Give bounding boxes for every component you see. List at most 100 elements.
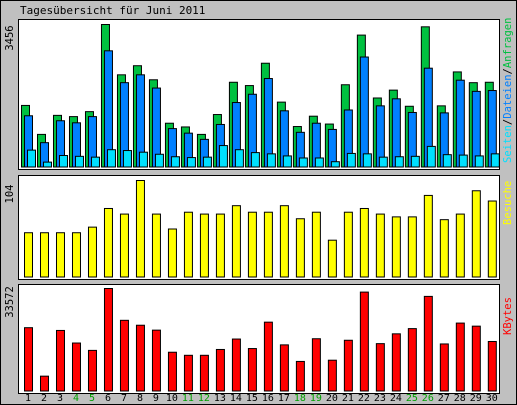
besuche-bar-17 — [279, 205, 289, 278]
legend-besuche: Besuche — [502, 181, 514, 225]
kbytes-bar-14 — [231, 338, 241, 392]
visits-panel — [18, 175, 500, 280]
day-label-8: 8 — [137, 393, 143, 404]
seiten-bar-23 — [378, 156, 388, 168]
besuche-bar-23 — [375, 213, 385, 278]
seiten-bar-21 — [346, 152, 356, 168]
chart-title: Tagesübersicht für Juni 2011 — [20, 4, 206, 17]
day-label-15: 15 — [246, 393, 258, 404]
seiten-bar-15 — [250, 152, 260, 168]
day-label-29: 29 — [470, 393, 482, 404]
besuche-bar-24 — [391, 216, 401, 278]
besuche-bar-13 — [215, 213, 225, 278]
seiten-bar-29 — [474, 155, 484, 168]
day-label-13: 13 — [214, 393, 226, 404]
day-label-2: 2 — [41, 393, 47, 404]
kbytes-bar-8 — [135, 324, 145, 392]
day-label-25: 25 — [406, 393, 418, 404]
dateien-bar-22 — [359, 56, 369, 168]
day-label-14: 14 — [230, 393, 242, 404]
besuche-bar-8 — [135, 180, 145, 278]
day-label-6: 6 — [105, 393, 111, 404]
besuche-bar-18 — [295, 218, 305, 278]
besuche-bar-11 — [183, 211, 193, 278]
seiten-bar-22 — [362, 153, 372, 168]
kbytes-bar-26 — [423, 295, 433, 392]
besuche-bar-15 — [247, 211, 257, 278]
day-label-4: 4 — [73, 393, 79, 404]
besuche-bar-3 — [55, 232, 65, 278]
seiten-bar-5 — [90, 156, 100, 168]
kbytes-bar-19 — [311, 338, 321, 392]
besuche-bar-14 — [231, 205, 241, 278]
day-label-10: 10 — [166, 393, 178, 404]
day-label-5: 5 — [89, 393, 95, 404]
day-label-30: 30 — [486, 393, 498, 404]
besuche-bar-9 — [151, 213, 161, 278]
kbytes-bar-5 — [87, 349, 97, 392]
besuche-bar-12 — [199, 213, 209, 278]
hits-panel — [18, 19, 500, 170]
hits-ymax-label: 3456 — [4, 25, 16, 50]
besuche-bar-10 — [167, 228, 177, 278]
besuche-bar-6 — [103, 207, 113, 278]
legend-sep-2: / — [502, 68, 514, 74]
kbytes-bar-15 — [247, 348, 257, 392]
kbytes-bar-29 — [471, 325, 481, 392]
kbytes-bar-22 — [359, 291, 369, 392]
besuche-bar-29 — [471, 190, 481, 278]
seiten-bar-2 — [42, 161, 52, 168]
kbytes-bar-6 — [103, 288, 113, 392]
seiten-bar-9 — [154, 153, 164, 168]
kbytes-bar-10 — [167, 351, 177, 392]
besuche-bar-25 — [407, 216, 417, 278]
day-label-20: 20 — [326, 393, 338, 404]
day-label-18: 18 — [294, 393, 306, 404]
day-label-22: 22 — [358, 393, 370, 404]
hits-legend: Seiten/Dateien/Anfragen — [502, 18, 514, 163]
day-label-17: 17 — [278, 393, 290, 404]
kbytes-bar-24 — [391, 333, 401, 392]
kbytes-bar-12 — [199, 354, 209, 392]
seiten-bar-12 — [202, 156, 212, 168]
day-label-12: 12 — [198, 393, 210, 404]
kbytes-bar-16 — [263, 321, 273, 392]
seiten-bar-30 — [490, 153, 500, 168]
besuche-bar-30 — [487, 200, 497, 278]
seiten-bar-6 — [106, 149, 116, 168]
day-label-11: 11 — [182, 393, 194, 404]
besuche-bar-26 — [423, 194, 433, 278]
day-label-26: 26 — [422, 393, 434, 404]
seiten-bar-13 — [218, 145, 228, 168]
seiten-bar-14 — [234, 149, 244, 168]
kbytes-bar-21 — [343, 339, 353, 392]
day-label-16: 16 — [262, 393, 274, 404]
besuche-bar-2 — [39, 232, 49, 278]
kbytes-bar-28 — [455, 322, 465, 392]
besuche-bar-4 — [71, 232, 81, 278]
seiten-bar-26 — [426, 145, 436, 168]
day-label-27: 27 — [438, 393, 450, 404]
day-label-21: 21 — [342, 393, 354, 404]
besuche-bar-19 — [311, 211, 321, 278]
kbytes-panel — [18, 284, 500, 394]
seiten-bar-11 — [186, 157, 196, 168]
day-label-23: 23 — [374, 393, 386, 404]
besuche-bar-7 — [119, 213, 129, 278]
kbytes-bar-23 — [375, 343, 385, 392]
day-label-24: 24 — [390, 393, 402, 404]
kbytes-bar-20 — [327, 359, 337, 392]
legend-anfragen: Anfragen — [502, 18, 514, 69]
kbytes-bar-2 — [39, 375, 49, 392]
dateien-bar-28 — [455, 79, 465, 168]
seiten-bar-19 — [314, 157, 324, 168]
seiten-bar-4 — [74, 155, 84, 168]
seiten-bar-3 — [58, 155, 68, 168]
seiten-bar-28 — [458, 154, 468, 168]
besuche-bar-16 — [263, 211, 273, 278]
besuche-bar-28 — [455, 213, 465, 278]
kbytes-bar-18 — [295, 360, 305, 392]
kbytes-bar-4 — [71, 342, 81, 392]
